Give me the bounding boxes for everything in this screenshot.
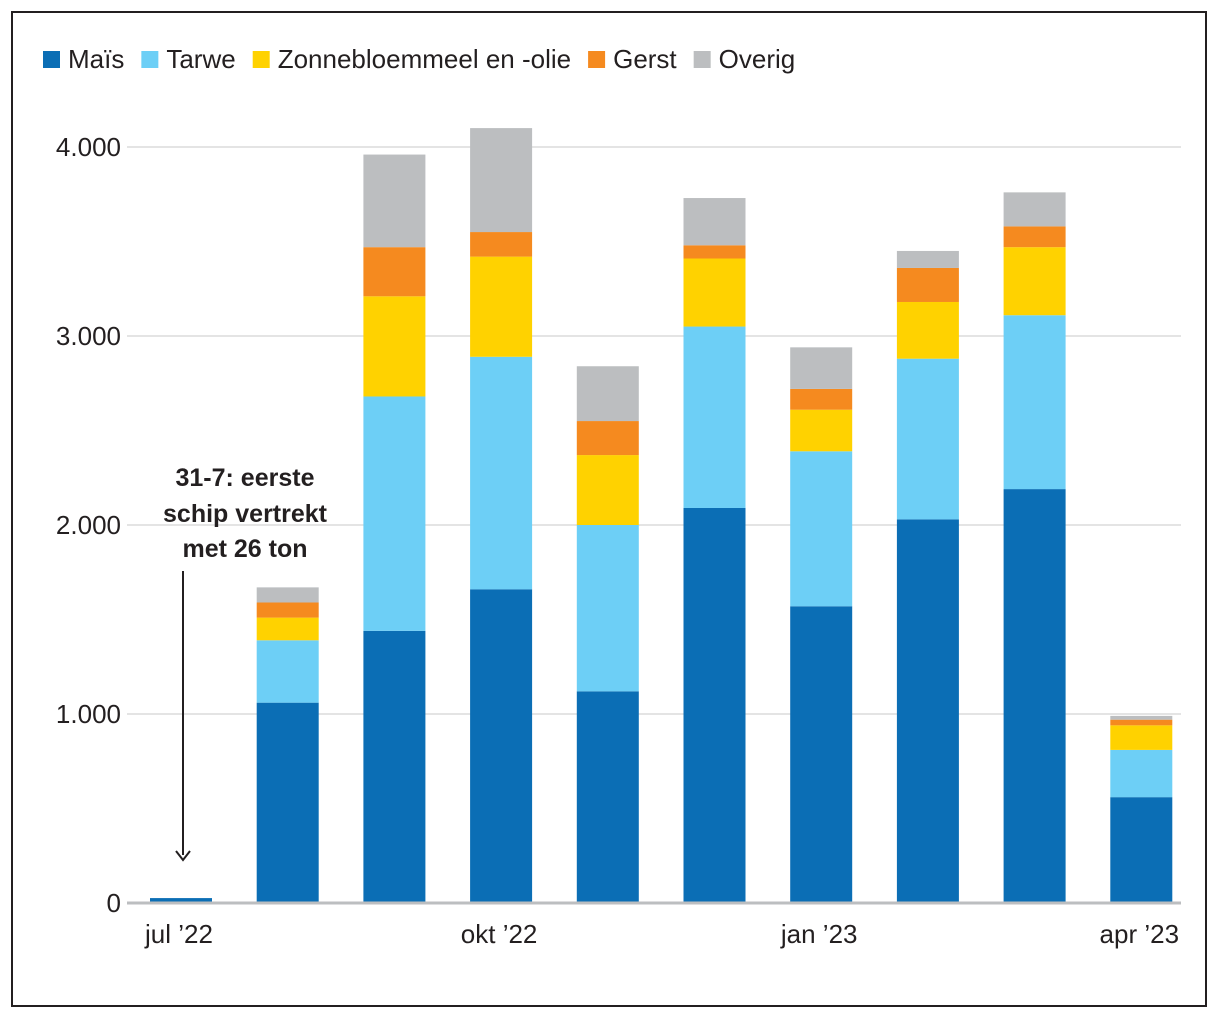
bar-segment-mais [363,630,426,903]
y-axis-ticks: 0 1.000 2.000 3.000 4.000 [56,132,121,918]
y-tick-label: 0 [107,888,121,918]
bar-segment-mais [790,606,853,903]
bar-segment-zonnebloemmeel-en-olie [256,617,319,641]
legend-label-overig: Overig [719,44,796,74]
legend-label-tarwe: Tarwe [166,44,235,74]
chart-frame: Maïs Tarwe Zonnebloemmeel en -olie Gerst Ove… [11,11,1207,1007]
bar-segment-zonnebloemmeel-en-olie [363,296,426,397]
annotation: 31-7: eerste schip vertrekt met 26 ton [163,464,328,862]
bar-segment-tarwe [790,451,853,607]
bar-segment-gerst [896,267,959,302]
legend-swatch-mais [43,51,60,68]
bar-segment-zonnebloemmeel-en-olie [1110,725,1173,750]
legend-swatch-gerst [588,51,606,68]
bar-segment-gerst [576,421,639,456]
bar-segment-overig [576,366,639,422]
bar-segment-zonnebloemmeel-en-olie [896,301,959,359]
bar-segment-mais [896,519,959,903]
y-tick-label: 4.000 [56,132,121,162]
bars [150,128,1173,903]
bar-segment-tarwe [683,326,746,508]
legend-label-mais: Maïs [68,44,124,74]
bar-segment-mais [576,691,639,903]
bar-segment-mais [150,898,212,903]
y-tick-label: 3.000 [56,321,121,351]
x-axis-ticks: jul ’22 okt ’22 jan ’23 apr ’23 [144,919,1179,949]
legend-label-zonnebloemmeel-en-olie: Zonnebloemmeel en -olie [278,44,571,74]
bar-segment-zonnebloemmeel-en-olie [470,256,533,357]
bar-segment-tarwe [576,525,639,692]
bar-segment-gerst [1110,719,1173,726]
bar-segment-tarwe [896,358,959,520]
bar-segment-tarwe [1003,315,1066,490]
bar-segment-zonnebloemmeel-en-olie [576,455,639,525]
bar-segment-overig [256,587,319,603]
bar-segment-tarwe [363,396,426,631]
bar-segment-overig [1110,715,1173,720]
bar-segment-gerst [470,232,533,257]
annotation-line-1: 31-7: eerste [176,464,315,492]
x-tick-label: okt ’22 [461,919,538,949]
bar-segment-overig [683,198,746,246]
bar-segment-tarwe [1110,749,1173,798]
bar-segment-gerst [1003,226,1066,248]
bar-segment-overig [470,128,533,233]
bar-segment-mais [256,702,319,903]
x-tick-label: jan ’23 [780,919,858,949]
bar-segment-overig [1003,192,1066,227]
legend-swatch-zonnebloemmeel-en-olie [252,51,270,68]
bar-segment-mais [1003,489,1066,903]
bar-segment-mais [1110,797,1173,903]
bar-segment-overig [363,154,426,248]
bar-segment-gerst [363,247,426,297]
legend-swatch-tarwe [141,51,159,68]
bar-segment-gerst [790,388,853,410]
annotation-line-3: met 26 ton [182,535,307,563]
x-tick-label: jul ’22 [144,919,213,949]
bar-segment-gerst [683,245,746,259]
legend: Maïs Tarwe Zonnebloemmeel en -olie Gerst Ove… [43,44,795,74]
annotation-line-2: schip vertrekt [163,500,328,528]
y-tick-label: 1.000 [56,699,121,729]
bar-segment-mais [683,507,746,903]
stacked-bar-chart: Maïs Tarwe Zonnebloemmeel en -olie Gerst Ove… [43,44,1181,949]
legend-swatch-overig [693,51,711,68]
bar-segment-overig [790,347,853,389]
bar-segment-zonnebloemmeel-en-olie [1003,247,1066,316]
bar-segment-overig [896,250,959,268]
bar-segment-mais [470,589,533,903]
bar-segment-tarwe [470,356,533,590]
bar-segment-gerst [256,602,319,618]
y-tick-label: 2.000 [56,510,121,540]
annotation-arrow-head [175,850,191,862]
bar-segment-zonnebloemmeel-en-olie [683,258,746,327]
bar-segment-tarwe [256,640,319,703]
legend-label-gerst: Gerst [613,44,677,74]
bar-segment-zonnebloemmeel-en-olie [790,409,853,452]
x-tick-label: apr ’23 [1100,919,1180,949]
